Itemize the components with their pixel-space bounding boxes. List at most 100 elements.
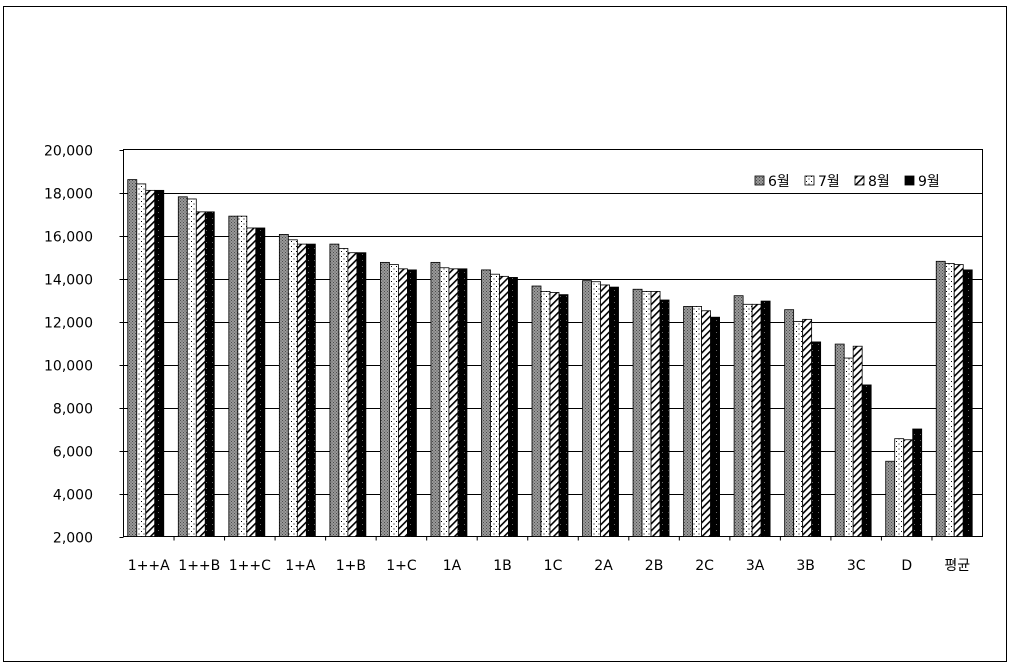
x-tick-label: 1B <box>493 558 512 574</box>
legend-item-jul: 7월 <box>804 174 840 190</box>
bar-6wol <box>278 234 289 537</box>
bar-9wol <box>609 286 619 537</box>
legend-swatch-aug <box>854 175 865 186</box>
legend-box <box>747 171 950 191</box>
y-tick-label: 16,000 <box>44 230 93 246</box>
bar-6wol <box>228 215 239 537</box>
bar-9wol <box>962 269 973 537</box>
bar-7wol <box>237 215 248 537</box>
x-tick-label: 평균 <box>944 558 970 574</box>
y-tick-label: 20,000 <box>44 144 93 160</box>
bar-8wol <box>195 211 206 537</box>
bar-9wol <box>154 189 165 537</box>
bar-9wol <box>558 294 569 537</box>
bar-8wol <box>953 264 964 537</box>
x-tick-label: D <box>901 558 912 574</box>
bar-8wol <box>347 252 358 537</box>
bar-8wol <box>903 439 914 537</box>
bar-7wol <box>287 239 298 537</box>
bar-7wol <box>641 290 652 537</box>
bar-6wol <box>430 261 441 537</box>
legend-swatch-sep <box>904 175 915 186</box>
bar-7wol <box>439 267 450 537</box>
y-tick-label: 2,000 <box>53 531 93 547</box>
x-tick-label: 1++A <box>128 558 170 574</box>
bar-8wol <box>448 268 459 537</box>
bar-9wol <box>204 211 215 537</box>
y-tick-label: 14,000 <box>44 273 93 289</box>
x-tick-label: 1++C <box>229 558 271 574</box>
x-tick-label: 3A <box>746 558 765 574</box>
bars <box>127 179 973 537</box>
bar-9wol <box>305 243 316 537</box>
bar-8wol <box>246 227 257 537</box>
x-tick-label: 3C <box>847 558 866 574</box>
bar-9wol <box>356 252 367 537</box>
x-tick-label: 1A <box>443 558 462 574</box>
x-tick-label: 1+C <box>386 558 417 574</box>
bar-6wol <box>885 460 896 537</box>
y-tick-label: 12,000 <box>44 316 93 332</box>
y-tick-label: 10,000 <box>44 359 93 375</box>
bar-8wol <box>145 189 156 537</box>
legend-label-jun: 6월 <box>768 174 790 190</box>
bar-8wol <box>650 290 661 537</box>
bar-8wol <box>398 268 408 537</box>
bar-7wol <box>742 303 753 537</box>
bar-6wol <box>531 285 542 537</box>
bar-7wol <box>540 290 551 537</box>
y-tick-label: 6,000 <box>53 445 93 461</box>
bar-7wol <box>894 438 905 537</box>
bar-9wol <box>811 341 822 537</box>
x-tick-label: 1+B <box>336 558 366 574</box>
bar-9wol <box>255 227 266 537</box>
x-tick-label: 2A <box>594 558 613 574</box>
bar-6wol <box>582 280 592 537</box>
bar-9wol <box>508 277 518 537</box>
bar-6wol <box>784 309 795 537</box>
x-tick-label: 1+A <box>285 558 316 574</box>
bar-9wol <box>861 384 872 537</box>
legend-item-aug: 8월 <box>854 174 890 190</box>
bar-6wol <box>177 196 188 537</box>
bar-6wol <box>329 243 340 537</box>
bar-7wol <box>338 247 349 537</box>
bar-6wol <box>380 261 390 537</box>
bar-7wol <box>389 264 399 537</box>
bar-6wol <box>632 288 643 537</box>
legend-swatch-jun <box>754 175 765 186</box>
y-tick-label: 4,000 <box>53 488 93 504</box>
bar-8wol <box>549 292 560 537</box>
bar-7wol <box>944 263 955 537</box>
bar-8wol <box>296 243 307 537</box>
legend-label-sep: 9월 <box>918 174 940 190</box>
bar-9wol <box>760 300 771 537</box>
y-tick-label: 8,000 <box>53 402 93 418</box>
bar-7wol <box>591 281 601 537</box>
legend-label-jul: 7월 <box>818 174 840 190</box>
bar-6wol <box>834 343 845 537</box>
bar-7wol <box>136 183 147 537</box>
bar-7wol <box>186 198 197 537</box>
bar-8wol <box>802 318 813 537</box>
bar-9wol <box>407 269 417 537</box>
bar-7wol <box>843 357 854 537</box>
bar-6wol <box>935 260 946 537</box>
bar-8wol <box>852 345 863 537</box>
bar-6wol <box>127 179 138 537</box>
y-axis: 20,000 18,000 16,000 14,000 12,000 10,000 8,00… <box>44 144 124 547</box>
outer-border <box>3 6 1007 662</box>
bar-8wol <box>600 284 610 537</box>
legend-label-aug: 8월 <box>868 174 890 190</box>
x-tick-label: 1C <box>544 558 563 574</box>
x-tick-label: 2C <box>695 558 714 574</box>
y-tick-label: 18,000 <box>44 187 93 203</box>
bar-9wol <box>659 299 670 537</box>
bar-7wol <box>692 306 702 537</box>
bar-8wol <box>701 310 711 537</box>
bar-9wol <box>457 268 468 537</box>
bar-7wol <box>490 273 500 537</box>
bar-6wol <box>481 269 491 537</box>
